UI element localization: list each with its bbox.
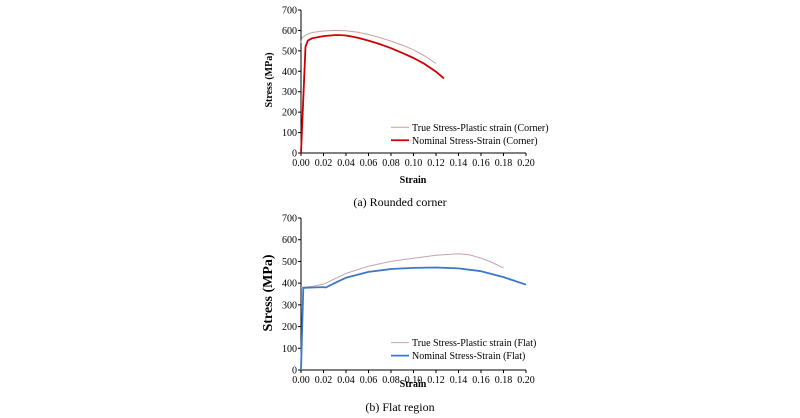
x-tick-label: 0.06: [360, 375, 378, 386]
x-tick-label: 0.20: [517, 375, 535, 386]
x-tick-label: 0.14: [450, 375, 468, 386]
legend-label: Nominal Stress-Strain (Corner): [412, 136, 538, 147]
x-tick-label: 0.16: [472, 375, 490, 386]
x-tick-label: 0.06: [360, 158, 378, 169]
y-tick-label: 600: [282, 235, 297, 246]
legend-label: Nominal Stress-Strain (Flat): [412, 351, 525, 362]
y-axis-title: Stress (MPa): [264, 52, 275, 107]
legend-label: True Stress-Plastic strain (Flat): [412, 338, 536, 349]
chart-flat-region: Stress (MPa) Strain (b) Flat region 0 100…: [261, 214, 536, 415]
x-tick-label: 0.08: [382, 375, 400, 386]
y-tick-label: 400: [282, 279, 297, 290]
x-tick-label: 0.12: [427, 158, 445, 169]
x-tick-label: 0.20: [517, 158, 535, 169]
x-tick-label: 0.18: [495, 158, 513, 169]
series-line-true-stress: [300, 253, 504, 288]
x-tick-label: 0.00: [292, 158, 310, 169]
x-tick-label: 0.08: [382, 158, 400, 169]
y-tick-label: 200: [282, 108, 297, 119]
x-tick-label: 0.14: [450, 158, 468, 169]
x-tick-label: 0.02: [315, 158, 333, 169]
y-tick-label: 100: [282, 128, 297, 139]
y-tick-label: 300: [282, 87, 297, 98]
x-tick-label: 0.04: [337, 375, 355, 386]
series-line-true-stress: [300, 29, 437, 64]
y-tick-label: 0: [292, 366, 297, 377]
x-tick-label: 0.00: [292, 375, 310, 386]
x-axis-title: Strain: [400, 379, 427, 390]
y-tick-label: 600: [282, 26, 297, 37]
series-line-nominal-stress: [300, 34, 445, 154]
x-tick-label: 0.10: [405, 158, 423, 169]
x-tick-label: 0.18: [495, 375, 513, 386]
x-tick-label: 0.10: [405, 375, 423, 386]
y-tick-label: 300: [282, 300, 297, 311]
y-tick-label: 500: [282, 46, 297, 57]
x-axis-title: Strain: [400, 175, 427, 186]
x-tick-label: 0.04: [337, 158, 355, 169]
x-tick-label: 0.12: [427, 375, 445, 386]
y-tick-label: 0: [292, 149, 297, 160]
y-tick-label: 400: [282, 67, 297, 78]
x-tick-label: 0.16: [472, 158, 490, 169]
y-tick-label: 500: [282, 257, 297, 268]
y-axis-title: Stress (MPa): [261, 254, 276, 331]
legend-label: True Stress-Plastic strain (Corner): [412, 123, 549, 134]
x-tick-label: 0.02: [315, 375, 333, 386]
y-tick-label: 200: [282, 322, 297, 333]
chart-rounded-corner: Stress (MPa) Strain (a) Rounded corner 0…: [264, 6, 549, 210]
chart-caption: (b) Flat region: [365, 400, 434, 414]
svg-text:Stress (MPa): Stress (MPa): [261, 254, 276, 331]
chart-caption: (a) Rounded corner: [353, 195, 446, 209]
y-tick-label: 100: [282, 344, 297, 355]
svg-text:Stress (MPa): Stress (MPa): [264, 52, 275, 107]
series-line-nominal-stress: [300, 266, 527, 371]
y-tick-label: 700: [282, 214, 297, 225]
y-tick-label: 700: [282, 6, 297, 17]
